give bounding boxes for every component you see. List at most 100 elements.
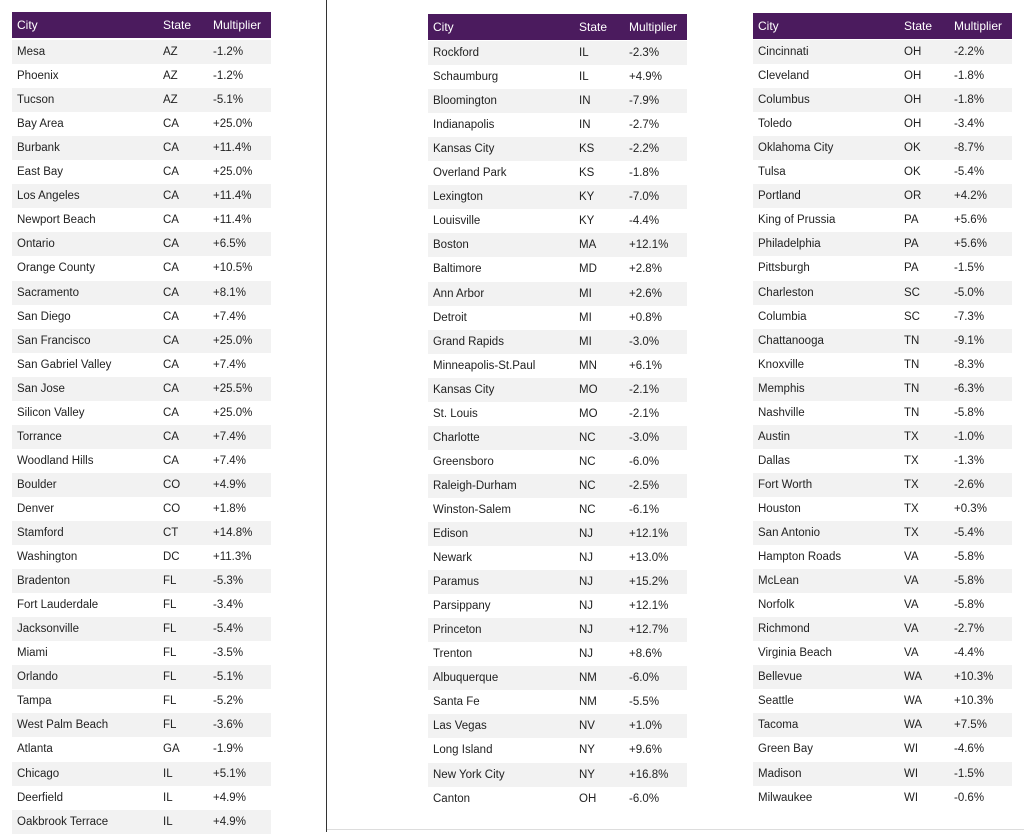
- table-header: City State Multiplier: [12, 12, 271, 38]
- table-row: Madison WI -1.5%: [753, 761, 1012, 786]
- state-cell: OH: [904, 46, 922, 58]
- multiplier-cell: -2.2%: [629, 143, 660, 156]
- city-cell: San Francisco: [17, 334, 91, 347]
- table-row: Charlotte NC -3.0%: [428, 425, 687, 450]
- city-cell: Washington: [17, 551, 78, 564]
- state-cell: CA: [163, 454, 179, 467]
- state-cell: IN: [579, 95, 591, 108]
- table-row: Bradenton FL -5.3%: [12, 569, 271, 594]
- city-cell: New York City: [433, 768, 505, 781]
- header-cell: City: [433, 20, 454, 34]
- state-cell: FL: [163, 719, 177, 732]
- multiplier-cell: -1.9%: [213, 743, 244, 756]
- state-cell: CA: [163, 238, 179, 251]
- table-row: Hampton Roads VA -5.8%: [753, 545, 1012, 569]
- table-header: City State Multiplier: [753, 13, 1012, 39]
- state-cell: OR: [904, 190, 922, 203]
- table-row: Detroit MI +0.8%: [428, 306, 687, 330]
- state-cell: AZ: [163, 70, 178, 83]
- table-row: Jacksonville FL -5.4%: [12, 617, 271, 642]
- city-cell: Minneapolis-St.Paul: [433, 359, 536, 372]
- multiplier-cell: -6.3%: [954, 382, 985, 395]
- table-row: Bellevue WA +10.3%: [753, 665, 1012, 690]
- table-row: Long Island NY +9.6%: [428, 738, 687, 762]
- multiplier-cell: +5.6%: [954, 214, 987, 227]
- multiplier-cell: +10.5%: [213, 262, 253, 275]
- city-cell: Knoxville: [758, 358, 805, 371]
- table-row: Columbia SC -7.3%: [753, 305, 1012, 329]
- multiplier-cell: -7.3%: [954, 310, 985, 323]
- multiplier-cell: -5.1%: [213, 671, 244, 684]
- state-cell: CA: [163, 262, 179, 275]
- state-cell: OH: [904, 118, 922, 131]
- multiplier-cell: -5.4%: [213, 623, 244, 636]
- state-cell: OH: [904, 70, 922, 83]
- multiplier-cell: -6.0%: [629, 672, 660, 685]
- city-cell: West Palm Beach: [17, 719, 109, 732]
- multiplier-cell: -4.4%: [954, 647, 985, 660]
- city-cell: Cleveland: [758, 70, 810, 83]
- table-row: Toledo OH -3.4%: [753, 112, 1012, 136]
- city-cell: Miami: [17, 647, 48, 660]
- multiplier-cell: +4.9%: [213, 815, 246, 828]
- state-cell: PA: [904, 262, 919, 275]
- state-cell: TX: [904, 430, 919, 443]
- state-cell: NC: [579, 455, 596, 468]
- table-row: Memphis TN -6.3%: [753, 376, 1012, 401]
- state-cell: FL: [163, 671, 177, 684]
- multiplier-cell: +25.0%: [213, 406, 253, 419]
- city-cell: Houston: [758, 502, 801, 515]
- table: City State Multiplier Cincinnati OH -2.2% Clev…: [753, 0, 1012, 832]
- city-cell: Ann Arbor: [433, 287, 485, 300]
- multiplier-cell: +6.5%: [213, 238, 246, 251]
- city-cell: Oklahoma City: [758, 142, 834, 155]
- multiplier-cell: -3.4%: [954, 118, 985, 131]
- multiplier-cell: -3.5%: [213, 647, 244, 660]
- table-row: Paramus NJ +15.2%: [428, 570, 687, 595]
- table-row: Grand Rapids MI -3.0%: [428, 329, 687, 354]
- multiplier-cell: -1.2%: [213, 70, 244, 83]
- state-cell: CA: [163, 406, 179, 419]
- state-cell: NV: [579, 720, 595, 733]
- state-cell: MI: [579, 287, 592, 300]
- table-row: Newport Beach CA +11.4%: [12, 208, 271, 232]
- multiplier-cell: +9.6%: [629, 744, 662, 757]
- state-cell: VA: [904, 647, 919, 660]
- table-row: Raleigh-Durham NC -2.5%: [428, 473, 687, 498]
- state-cell: VA: [904, 623, 919, 636]
- multiplier-cell: +4.9%: [213, 791, 246, 804]
- multiplier-cell: +4.2%: [954, 190, 987, 203]
- table-row: Atlanta GA -1.9%: [12, 737, 271, 761]
- city-cell: Orlando: [17, 671, 58, 684]
- table-row: Knoxville TN -8.3%: [753, 353, 1012, 377]
- state-cell: NM: [579, 672, 597, 685]
- multiplier-cell: -3.0%: [629, 335, 660, 348]
- multiplier-cell: +12.1%: [629, 239, 669, 252]
- table-row: McLean VA -5.8%: [753, 569, 1012, 594]
- table-row: Charleston SC -5.0%: [753, 280, 1012, 305]
- state-cell: MD: [579, 263, 597, 276]
- city-cell: Torrance: [17, 430, 62, 443]
- state-cell: NY: [579, 768, 595, 781]
- table-row: Milwaukee WI -0.6%: [753, 786, 1012, 810]
- state-cell: CA: [163, 166, 179, 179]
- city-cell: East Bay: [17, 166, 64, 179]
- city-cell: Schaumburg: [433, 71, 499, 84]
- table-row: Green Bay WI -4.6%: [753, 737, 1012, 761]
- state-cell: IL: [579, 71, 589, 84]
- header-cell: State: [579, 20, 608, 34]
- state-cell: CA: [163, 430, 179, 443]
- state-cell: MA: [579, 239, 597, 252]
- state-cell: NY: [579, 744, 595, 757]
- multiplier-cell: -2.7%: [629, 119, 660, 132]
- multiplier-cell: +10.3%: [954, 695, 994, 708]
- state-cell: CA: [163, 118, 179, 131]
- state-cell: DC: [163, 551, 180, 564]
- table-row: Fort Lauderdale FL -3.4%: [12, 593, 271, 617]
- table-row: Washington DC +11.3%: [12, 545, 271, 569]
- multiplier-cell: +7.4%: [213, 310, 246, 323]
- header-cell: Multiplier: [629, 20, 678, 34]
- table-row: Oklahoma City OK -8.7%: [753, 136, 1012, 161]
- city-cell: Seattle: [758, 695, 794, 708]
- table-row: Kansas City KS -2.2%: [428, 137, 687, 162]
